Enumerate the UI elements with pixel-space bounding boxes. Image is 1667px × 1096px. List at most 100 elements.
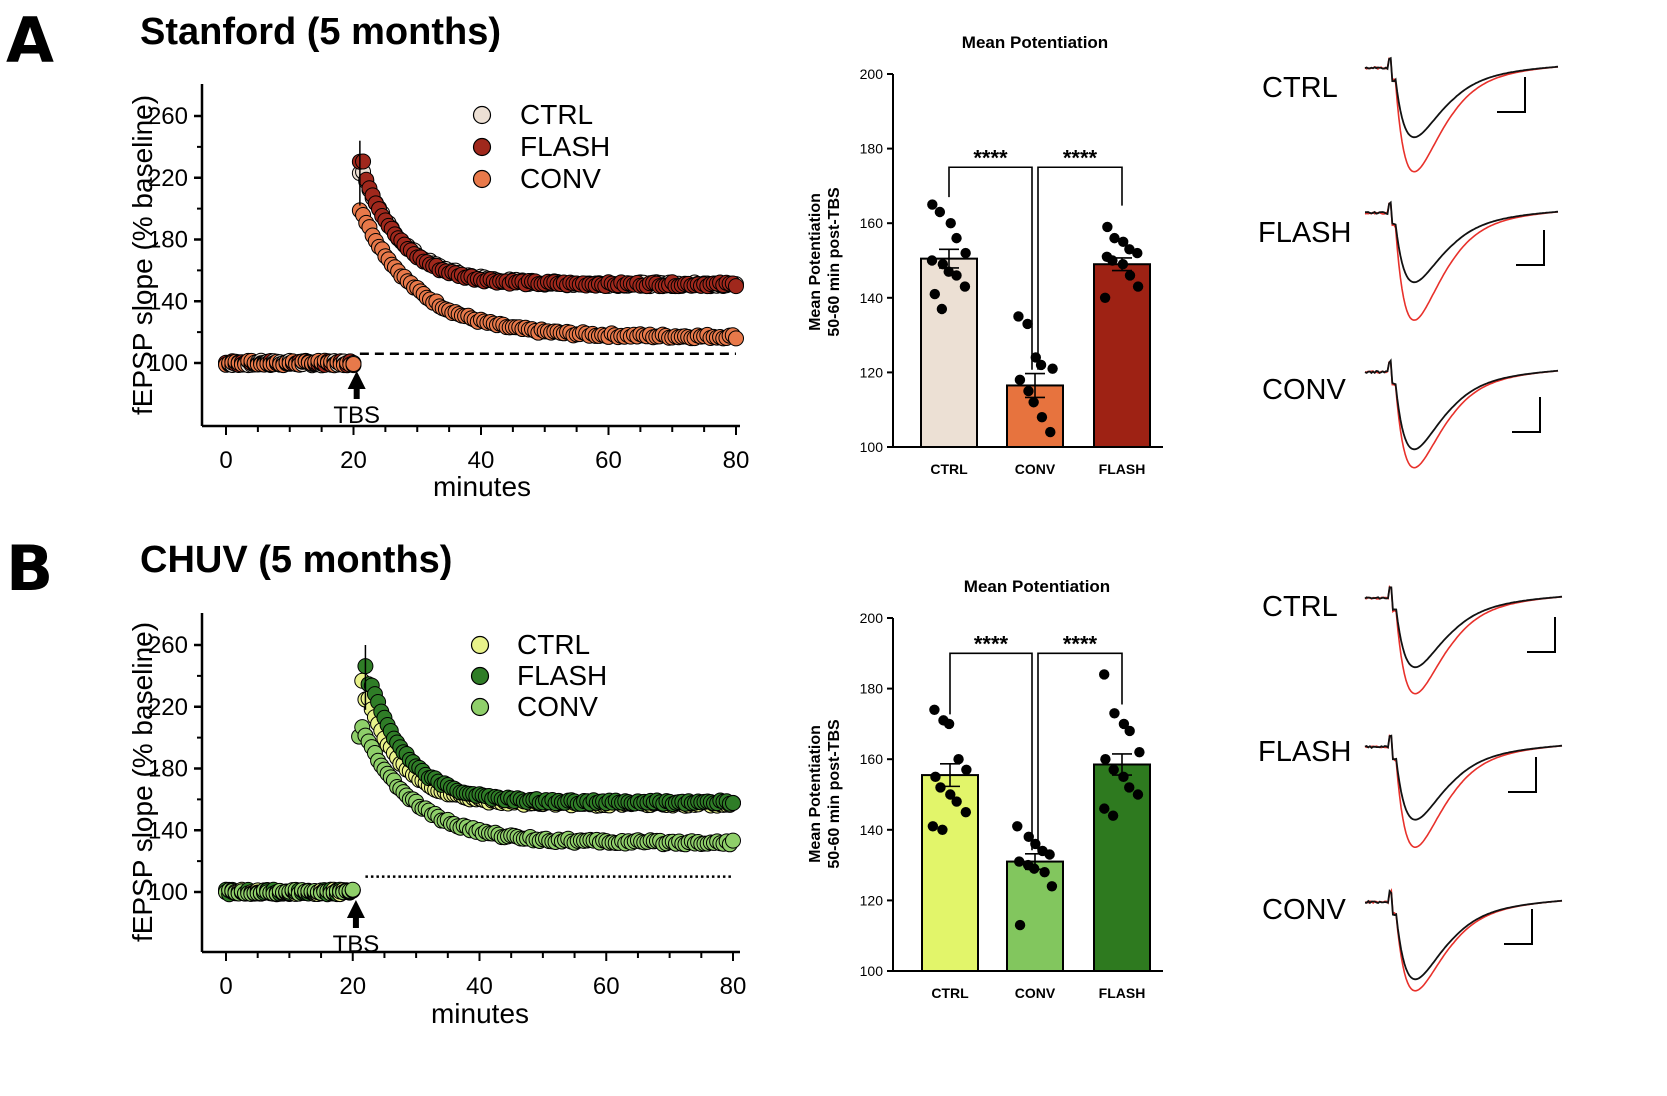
y-tick-label: 160: [860, 215, 884, 231]
y-tick-label: 220: [148, 694, 188, 721]
category-labels: CTRL CONV FLASH: [930, 461, 1145, 477]
trace-baseline: [1364, 358, 1559, 451]
tbs-arrow-icon: [347, 371, 366, 399]
data-markers: [218, 645, 741, 903]
y-tick-label: 220: [148, 165, 188, 192]
tbs-label: TBS: [333, 931, 380, 958]
tbs-label: TBS: [333, 402, 380, 429]
data-point: [1039, 866, 1050, 878]
data-point: [1124, 244, 1135, 255]
x-tick-label: 80: [720, 973, 747, 1000]
data-marker: [355, 153, 372, 170]
y-axis-title: fEPSP slope (% baseline): [127, 95, 158, 415]
data-point: [930, 771, 941, 783]
data-marker: [725, 795, 741, 812]
scale-bar: [1516, 230, 1545, 266]
category-label: CONV: [1015, 985, 1056, 1001]
significance-brackets: **** ****: [949, 631, 1123, 851]
legend-item: CTRL: [472, 99, 593, 130]
trace-waveforms: [1364, 56, 1559, 469]
data-point: [945, 218, 956, 229]
category-label: CTRL: [930, 461, 968, 477]
trace-waveforms: [1364, 585, 1563, 992]
data-point: [960, 247, 971, 259]
y-tick-label: 200: [860, 66, 884, 82]
trace-label-flash: FLASH: [1258, 217, 1351, 249]
data-point: [1028, 863, 1040, 874]
data-point: [1124, 725, 1135, 737]
data-point: [1118, 236, 1129, 248]
significance-brackets: **** ****: [948, 145, 1123, 370]
x-tick-label: 0: [219, 973, 232, 1000]
panel-a: A Stanford (5 months) 100 140 180 220 260 0 2…: [6, 4, 1559, 502]
y-tick-label: 180: [148, 227, 188, 254]
data-point: [1099, 803, 1110, 814]
scale-bar: [1497, 77, 1526, 113]
bar-chart-title: Mean Potentiation: [962, 33, 1108, 52]
y-tick-label: 180: [860, 141, 884, 157]
trace-baseline: [1365, 200, 1559, 284]
bars: [920, 199, 1151, 449]
data-point: [927, 199, 938, 210]
x-tick-label: 60: [593, 973, 620, 1000]
significance-label: ****: [1063, 631, 1098, 656]
trace-baseline: [1364, 586, 1563, 669]
data-point: [1047, 363, 1058, 374]
data-point: [1014, 374, 1026, 386]
bars: [921, 669, 1151, 973]
data-point: [1118, 718, 1130, 730]
significance-label: ****: [1063, 145, 1098, 170]
x-tick-label: 0: [219, 447, 232, 474]
significance-label: ****: [974, 631, 1009, 656]
trace-label-ctrl: CTRL: [1262, 72, 1338, 104]
data-point: [1124, 782, 1135, 793]
legend-label: CONV: [517, 691, 598, 722]
trace-label-conv: CONV: [1262, 374, 1346, 406]
legend-marker: [472, 105, 492, 125]
y-tick-label: 100: [148, 879, 188, 906]
x-tick-label: 20: [340, 447, 367, 474]
trace-baseline: [1364, 56, 1559, 139]
bar-y-axis-title-line1: Mean Potentiation: [807, 725, 824, 863]
trace-label-flash: FLASH: [1258, 736, 1351, 768]
y-tick-label: 140: [860, 290, 884, 306]
data-point: [961, 764, 972, 775]
data-point: [1100, 754, 1111, 765]
legend-item: CTRL: [470, 629, 590, 660]
legend-marker: [470, 697, 490, 717]
time-course-chart: 100 140 180 220 260 0 20 40 60 80 TBS minutes fE…: [127, 84, 749, 502]
trace-baseline: [1364, 734, 1563, 821]
data-point: [951, 232, 962, 244]
legend-marker: [472, 169, 492, 189]
trace-label-ctrl: CTRL: [1262, 591, 1338, 623]
x-ticks: 0 20 40 60 80: [219, 952, 746, 1000]
x-ticks: 0 20 40 60 80: [219, 426, 749, 474]
data-point: [929, 704, 940, 715]
legend: CTRL FLASH CONV: [472, 99, 610, 194]
data-point: [1117, 259, 1129, 270]
data-point: [1107, 255, 1118, 266]
data-point: [1132, 789, 1144, 800]
significance-label: ****: [973, 145, 1008, 170]
scale-bar: [1504, 909, 1533, 945]
mean-potentiation-bar-chart: Mean Potentiation 100 120 140 160 180 200 CTR…: [807, 33, 1163, 477]
y-tick-label: 120: [860, 892, 884, 908]
bar-y-axis-title-line2: 50-60 min post-TBS: [826, 187, 843, 337]
legend: CTRL FLASH CONV: [470, 629, 607, 722]
data-point: [943, 266, 954, 277]
y-tick-label: 160: [860, 751, 884, 767]
bar-y-axis-title-line2: 50-60 min post-TBS: [826, 719, 843, 869]
legend-item: FLASH: [472, 131, 610, 162]
y-tick-label: 140: [148, 817, 188, 844]
fepsp-traces: CTRL FLASH CONV: [1258, 56, 1559, 469]
x-tick-label: 80: [723, 447, 750, 474]
trace-label-conv: CONV: [1262, 894, 1346, 926]
trace-post-tbs: [1364, 360, 1559, 469]
data-point: [1023, 385, 1034, 397]
y-axis-title: fEPSP slope (% baseline): [127, 622, 158, 942]
y-tick-label: 180: [148, 756, 188, 783]
y-tick-label: 100: [860, 439, 884, 455]
y-tick-label: 260: [148, 632, 188, 659]
legend-item: CONV: [470, 691, 598, 722]
